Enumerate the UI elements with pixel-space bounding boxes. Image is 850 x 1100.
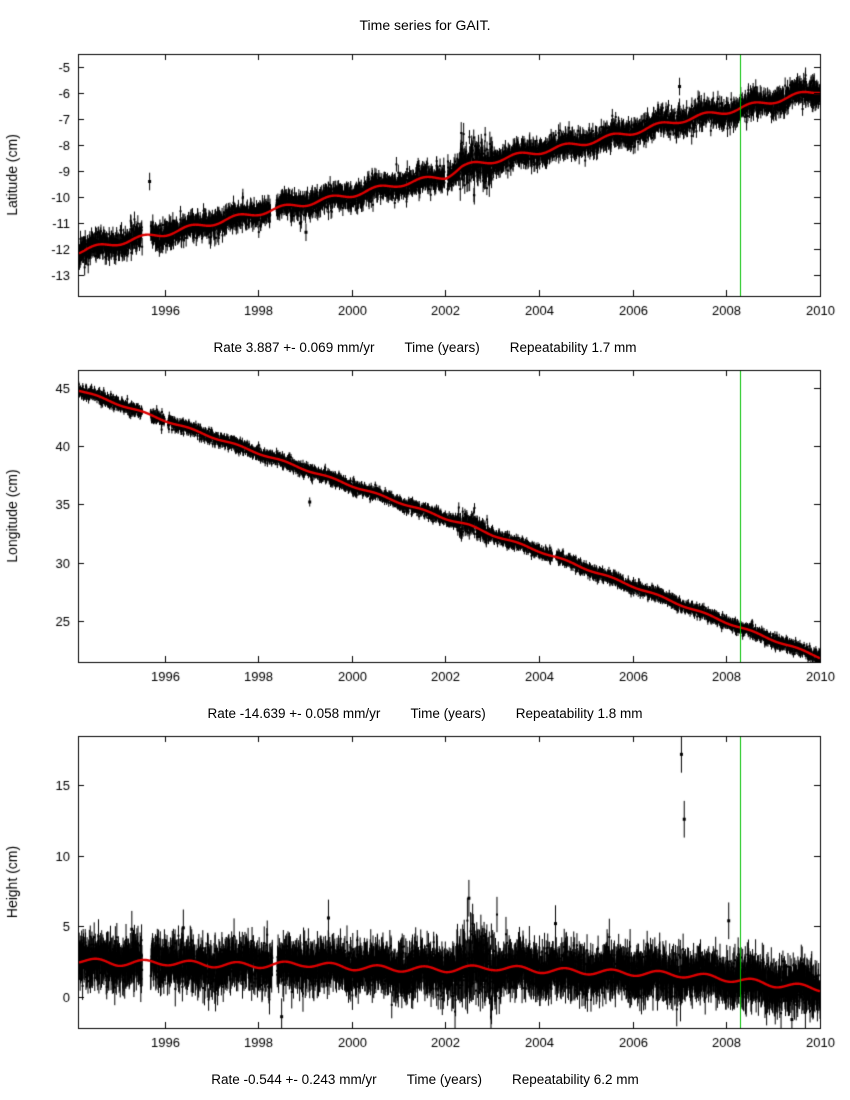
longitude-plot-canvas (0, 360, 850, 700)
longitude-xaxis-label: Time (years) (410, 705, 486, 721)
height-plot-canvas (0, 726, 850, 1066)
height-xaxis-label: Time (years) (406, 1071, 482, 1087)
latitude-rate-label: Rate 3.887 +- 0.069 mm/yr (213, 339, 375, 355)
longitude-rate-label: Rate -14.639 +- 0.058 mm/yr (207, 705, 381, 721)
longitude-repeatability-label: Repeatability 1.8 mm (515, 705, 643, 721)
latitude-plot-canvas (0, 44, 850, 334)
page-title: Time series for GAIT. (359, 17, 491, 33)
height-repeatability-label: Repeatability 6.2 mm (511, 1071, 639, 1087)
latitude-caption: Rate 3.887 +- 0.069 mm/yr Time (years) R… (0, 334, 850, 360)
latitude-repeatability-label: Repeatability 1.7 mm (509, 339, 637, 355)
longitude-caption: Rate -14.639 +- 0.058 mm/yr Time (years)… (0, 700, 850, 726)
latitude-xaxis-label: Time (years) (404, 339, 480, 355)
height-caption: Rate -0.544 +- 0.243 mm/yr Time (years) … (0, 1066, 850, 1092)
height-rate-label: Rate -0.544 +- 0.243 mm/yr (211, 1071, 377, 1087)
